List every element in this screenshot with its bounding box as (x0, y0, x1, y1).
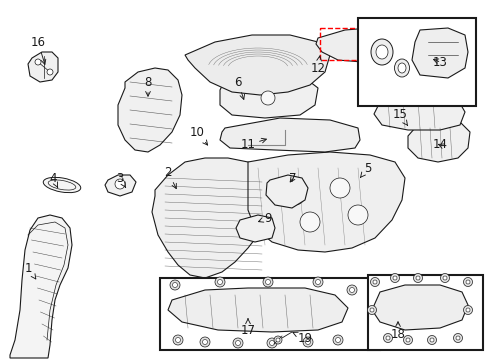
Circle shape (170, 280, 180, 290)
Polygon shape (118, 68, 182, 152)
Polygon shape (373, 95, 464, 130)
Polygon shape (10, 215, 72, 358)
Circle shape (305, 339, 310, 345)
Circle shape (312, 277, 323, 287)
Text: 19: 19 (292, 332, 312, 345)
Polygon shape (220, 75, 317, 118)
Polygon shape (407, 120, 469, 162)
Circle shape (269, 341, 274, 346)
Text: 18: 18 (390, 322, 405, 342)
Circle shape (266, 338, 276, 348)
Circle shape (47, 69, 53, 75)
Text: 9: 9 (258, 211, 271, 225)
Polygon shape (28, 52, 58, 82)
Text: 8: 8 (144, 76, 151, 96)
Polygon shape (247, 152, 404, 252)
Polygon shape (220, 118, 359, 152)
Polygon shape (371, 285, 467, 330)
Circle shape (285, 185, 305, 205)
Text: 16: 16 (30, 36, 46, 64)
Circle shape (427, 336, 436, 345)
Circle shape (349, 288, 354, 292)
Circle shape (385, 336, 389, 340)
Circle shape (303, 337, 312, 347)
Circle shape (265, 279, 270, 284)
Circle shape (347, 205, 367, 225)
Text: 1: 1 (24, 261, 36, 279)
Circle shape (452, 333, 462, 342)
Circle shape (200, 337, 209, 347)
Circle shape (215, 277, 224, 287)
Circle shape (367, 306, 376, 315)
Text: 17: 17 (240, 319, 255, 337)
Circle shape (115, 179, 125, 189)
Polygon shape (265, 175, 307, 208)
Text: 6: 6 (234, 76, 244, 99)
Text: 5: 5 (360, 162, 371, 177)
Circle shape (332, 335, 342, 345)
Circle shape (346, 285, 356, 295)
Circle shape (383, 333, 392, 342)
Bar (357, 18, 475, 106)
Polygon shape (152, 158, 271, 278)
Polygon shape (184, 35, 329, 95)
Text: 11: 11 (240, 138, 266, 152)
Circle shape (413, 274, 422, 283)
Text: 14: 14 (431, 139, 447, 152)
Circle shape (173, 335, 183, 345)
Bar (367, 275, 482, 350)
Circle shape (440, 274, 448, 283)
Text: 3: 3 (116, 171, 125, 188)
Text: 12: 12 (310, 56, 325, 75)
Circle shape (370, 278, 379, 287)
Circle shape (329, 178, 349, 198)
Circle shape (455, 336, 459, 340)
Circle shape (235, 341, 240, 346)
Circle shape (429, 338, 433, 342)
Circle shape (392, 276, 396, 280)
Circle shape (261, 91, 274, 105)
Circle shape (465, 308, 469, 312)
Circle shape (372, 280, 376, 284)
Ellipse shape (394, 59, 408, 77)
Circle shape (335, 338, 340, 342)
Ellipse shape (43, 177, 81, 193)
Polygon shape (411, 28, 467, 78)
Text: 10: 10 (189, 126, 207, 145)
Circle shape (415, 276, 419, 280)
Text: 15: 15 (392, 108, 407, 126)
Circle shape (442, 276, 446, 280)
Bar (160, 278, 379, 350)
Text: 7: 7 (289, 171, 296, 184)
Circle shape (35, 59, 41, 65)
Text: 4: 4 (49, 171, 58, 188)
Circle shape (390, 274, 399, 283)
Circle shape (273, 336, 282, 344)
Circle shape (405, 338, 409, 342)
Circle shape (315, 279, 320, 284)
Circle shape (369, 308, 373, 312)
Circle shape (275, 338, 280, 342)
Polygon shape (105, 175, 136, 196)
Circle shape (299, 212, 319, 232)
Circle shape (465, 280, 469, 284)
Text: 13: 13 (432, 55, 447, 68)
Ellipse shape (375, 45, 387, 59)
Bar (319, 28, 391, 60)
Polygon shape (236, 215, 274, 242)
Text: 2: 2 (164, 166, 176, 189)
Circle shape (202, 339, 207, 345)
Polygon shape (315, 28, 397, 62)
Polygon shape (168, 288, 347, 332)
Circle shape (232, 338, 243, 348)
Circle shape (175, 338, 180, 342)
Circle shape (463, 278, 471, 287)
Circle shape (172, 283, 177, 288)
Ellipse shape (370, 39, 392, 65)
Circle shape (263, 277, 272, 287)
Circle shape (403, 336, 412, 345)
Ellipse shape (397, 63, 405, 73)
Circle shape (463, 306, 471, 315)
Circle shape (217, 279, 222, 284)
